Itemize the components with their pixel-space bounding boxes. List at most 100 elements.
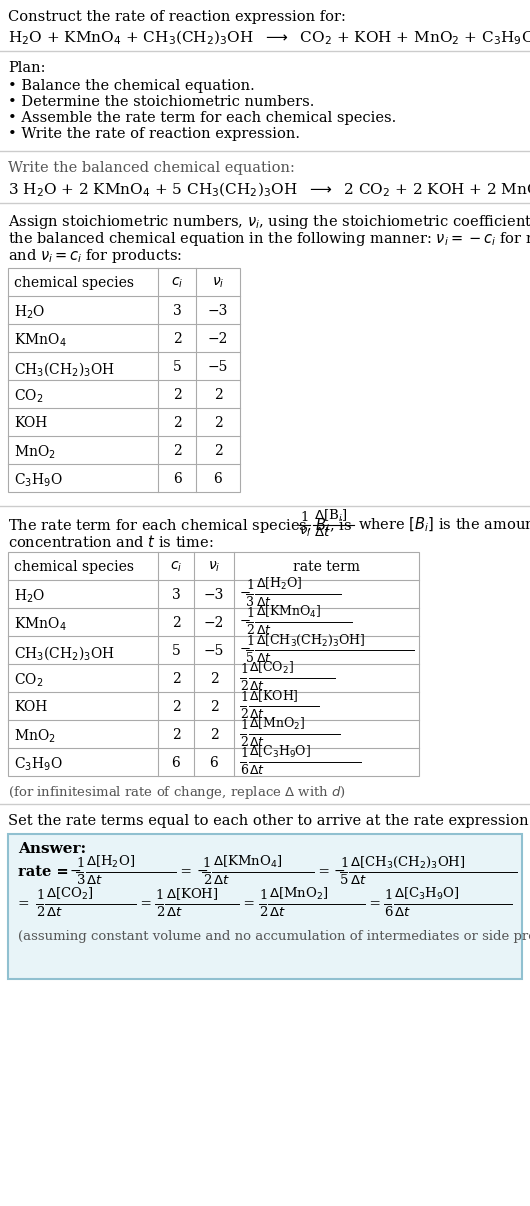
Text: • Determine the stoichiometric numbers.: • Determine the stoichiometric numbers. — [8, 95, 314, 109]
Text: $\Delta$[CO$_2$]: $\Delta$[CO$_2$] — [250, 660, 295, 677]
Text: −: − — [240, 615, 251, 627]
Text: =: = — [314, 865, 334, 879]
Text: $\Delta t$: $\Delta t$ — [213, 874, 229, 886]
Text: where $[B_i]$ is the amount: where $[B_i]$ is the amount — [358, 516, 530, 534]
Text: =: = — [365, 897, 385, 911]
Text: KMnO$_4$: KMnO$_4$ — [14, 616, 67, 633]
Text: chemical species: chemical species — [14, 560, 134, 574]
Text: 1: 1 — [259, 889, 268, 902]
Text: 1: 1 — [385, 889, 393, 902]
Text: $\Delta t$: $\Delta t$ — [394, 906, 411, 919]
Text: KMnO$_4$: KMnO$_4$ — [14, 332, 67, 350]
Text: 6: 6 — [210, 756, 218, 769]
Text: $\Delta$[CH$_3$(CH$_2$)$_3$OH]: $\Delta$[CH$_3$(CH$_2$)$_3$OH] — [350, 855, 465, 870]
Text: 2: 2 — [246, 624, 254, 637]
Text: −5: −5 — [204, 644, 224, 658]
Text: CH$_3$(CH$_2$)$_3$OH: CH$_3$(CH$_2$)$_3$OH — [14, 361, 115, 377]
Text: −: − — [70, 863, 82, 878]
Text: =: = — [239, 897, 260, 911]
Text: 1: 1 — [240, 747, 248, 760]
Text: • Assemble the rate term for each chemical species.: • Assemble the rate term for each chemic… — [8, 111, 396, 125]
Text: 1: 1 — [300, 511, 308, 523]
Text: and $\nu_i = c_i$ for products:: and $\nu_i = c_i$ for products: — [8, 247, 182, 265]
Text: rate term: rate term — [293, 560, 360, 574]
Text: 6: 6 — [173, 472, 181, 486]
Text: $\Delta t$: $\Delta t$ — [250, 708, 265, 721]
Text: 2: 2 — [172, 699, 180, 714]
Text: 2: 2 — [36, 906, 45, 919]
Text: H$_2$O: H$_2$O — [14, 304, 46, 322]
Text: 1: 1 — [76, 857, 85, 870]
Text: 5: 5 — [173, 361, 181, 374]
Text: $\Delta$[MnO$_2$]: $\Delta$[MnO$_2$] — [269, 886, 329, 902]
Text: 3: 3 — [76, 874, 85, 886]
Bar — [8, 835, 522, 979]
Text: =: = — [176, 865, 197, 879]
Text: Construct the rate of reaction expression for:: Construct the rate of reaction expressio… — [8, 10, 346, 24]
Text: 1: 1 — [240, 691, 248, 704]
Text: $\Delta$[KMnO$_4$]: $\Delta$[KMnO$_4$] — [213, 854, 282, 870]
Text: =: = — [136, 897, 156, 911]
Text: $\Delta t$: $\Delta t$ — [86, 874, 103, 886]
Text: 2: 2 — [214, 388, 223, 402]
Text: 2: 2 — [172, 672, 180, 686]
Text: The rate term for each chemical species, $B_i$, is: The rate term for each chemical species,… — [8, 516, 352, 535]
Text: 3: 3 — [172, 589, 180, 602]
Text: $\Delta t$: $\Delta t$ — [250, 736, 265, 749]
Bar — [8, 268, 240, 492]
Text: 1: 1 — [156, 889, 164, 902]
Text: 2: 2 — [172, 728, 180, 742]
Text: C$_3$H$_9$O: C$_3$H$_9$O — [14, 472, 63, 490]
Text: $\Delta$[H$_2$O]: $\Delta$[H$_2$O] — [86, 854, 135, 870]
Text: Set the rate terms equal to each other to arrive at the rate expression:: Set the rate terms equal to each other t… — [8, 814, 530, 829]
Text: 2: 2 — [172, 616, 180, 630]
Text: rate =: rate = — [18, 865, 74, 879]
Text: $\Delta t$: $\Delta t$ — [250, 763, 265, 777]
Text: $\Delta$[CH$_3$(CH$_2$)$_3$OH]: $\Delta$[CH$_3$(CH$_2$)$_3$OH] — [255, 633, 365, 648]
Text: 2: 2 — [240, 736, 248, 749]
Text: 2: 2 — [214, 444, 223, 458]
Text: concentration and $t$ is time:: concentration and $t$ is time: — [8, 534, 214, 550]
Text: H$_2$O: H$_2$O — [14, 589, 46, 605]
Text: −: − — [196, 863, 208, 878]
Text: 2: 2 — [173, 388, 181, 402]
Text: 2: 2 — [210, 672, 218, 686]
Text: 2: 2 — [173, 444, 181, 458]
Text: 1: 1 — [246, 579, 254, 592]
Text: 1: 1 — [240, 663, 248, 677]
Text: −: − — [334, 863, 346, 878]
Text: $\nu_i$: $\nu_i$ — [208, 560, 220, 574]
Text: −2: −2 — [208, 332, 228, 346]
Text: MnO$_2$: MnO$_2$ — [14, 444, 56, 462]
Bar — [8, 552, 419, 775]
Text: 3: 3 — [173, 304, 181, 318]
Text: CH$_3$(CH$_2$)$_3$OH: CH$_3$(CH$_2$)$_3$OH — [14, 644, 115, 662]
Text: $c_i$: $c_i$ — [170, 560, 182, 574]
Text: $\Delta$[KOH]: $\Delta$[KOH] — [250, 689, 299, 704]
Text: $\Delta$[KMnO$_4$]: $\Delta$[KMnO$_4$] — [255, 604, 321, 620]
Text: 2: 2 — [214, 416, 223, 431]
Text: =: = — [18, 897, 34, 911]
Text: 2: 2 — [173, 416, 181, 431]
Text: $\Delta$[H$_2$O]: $\Delta$[H$_2$O] — [255, 576, 302, 592]
Text: $\Delta t$: $\Delta t$ — [165, 906, 182, 919]
Text: Assign stoichiometric numbers, $\nu_i$, using the stoichiometric coefficients, $: Assign stoichiometric numbers, $\nu_i$, … — [8, 213, 530, 232]
Text: 6: 6 — [385, 906, 393, 919]
Text: KOH: KOH — [14, 699, 47, 714]
Text: 2: 2 — [173, 332, 181, 346]
Text: $\nu_i$: $\nu_i$ — [299, 526, 311, 539]
Text: 5: 5 — [246, 652, 254, 665]
Text: • Balance the chemical equation.: • Balance the chemical equation. — [8, 80, 255, 93]
Text: 2: 2 — [240, 680, 248, 693]
Text: 1: 1 — [203, 857, 211, 870]
Text: 1: 1 — [240, 719, 248, 732]
Text: −3: −3 — [208, 304, 228, 318]
Text: CO$_2$: CO$_2$ — [14, 672, 43, 690]
Text: $\Delta t$: $\Delta t$ — [255, 652, 271, 665]
Text: $\Delta$[B$_i$]: $\Delta$[B$_i$] — [314, 508, 347, 523]
Text: • Write the rate of reaction expression.: • Write the rate of reaction expression. — [8, 127, 300, 141]
Text: (for infinitesimal rate of change, replace $\Delta$ with $d$): (for infinitesimal rate of change, repla… — [8, 784, 346, 801]
Text: $\Delta t$: $\Delta t$ — [314, 526, 331, 539]
Text: KOH: KOH — [14, 416, 47, 431]
Text: $\nu_i$: $\nu_i$ — [212, 276, 224, 291]
